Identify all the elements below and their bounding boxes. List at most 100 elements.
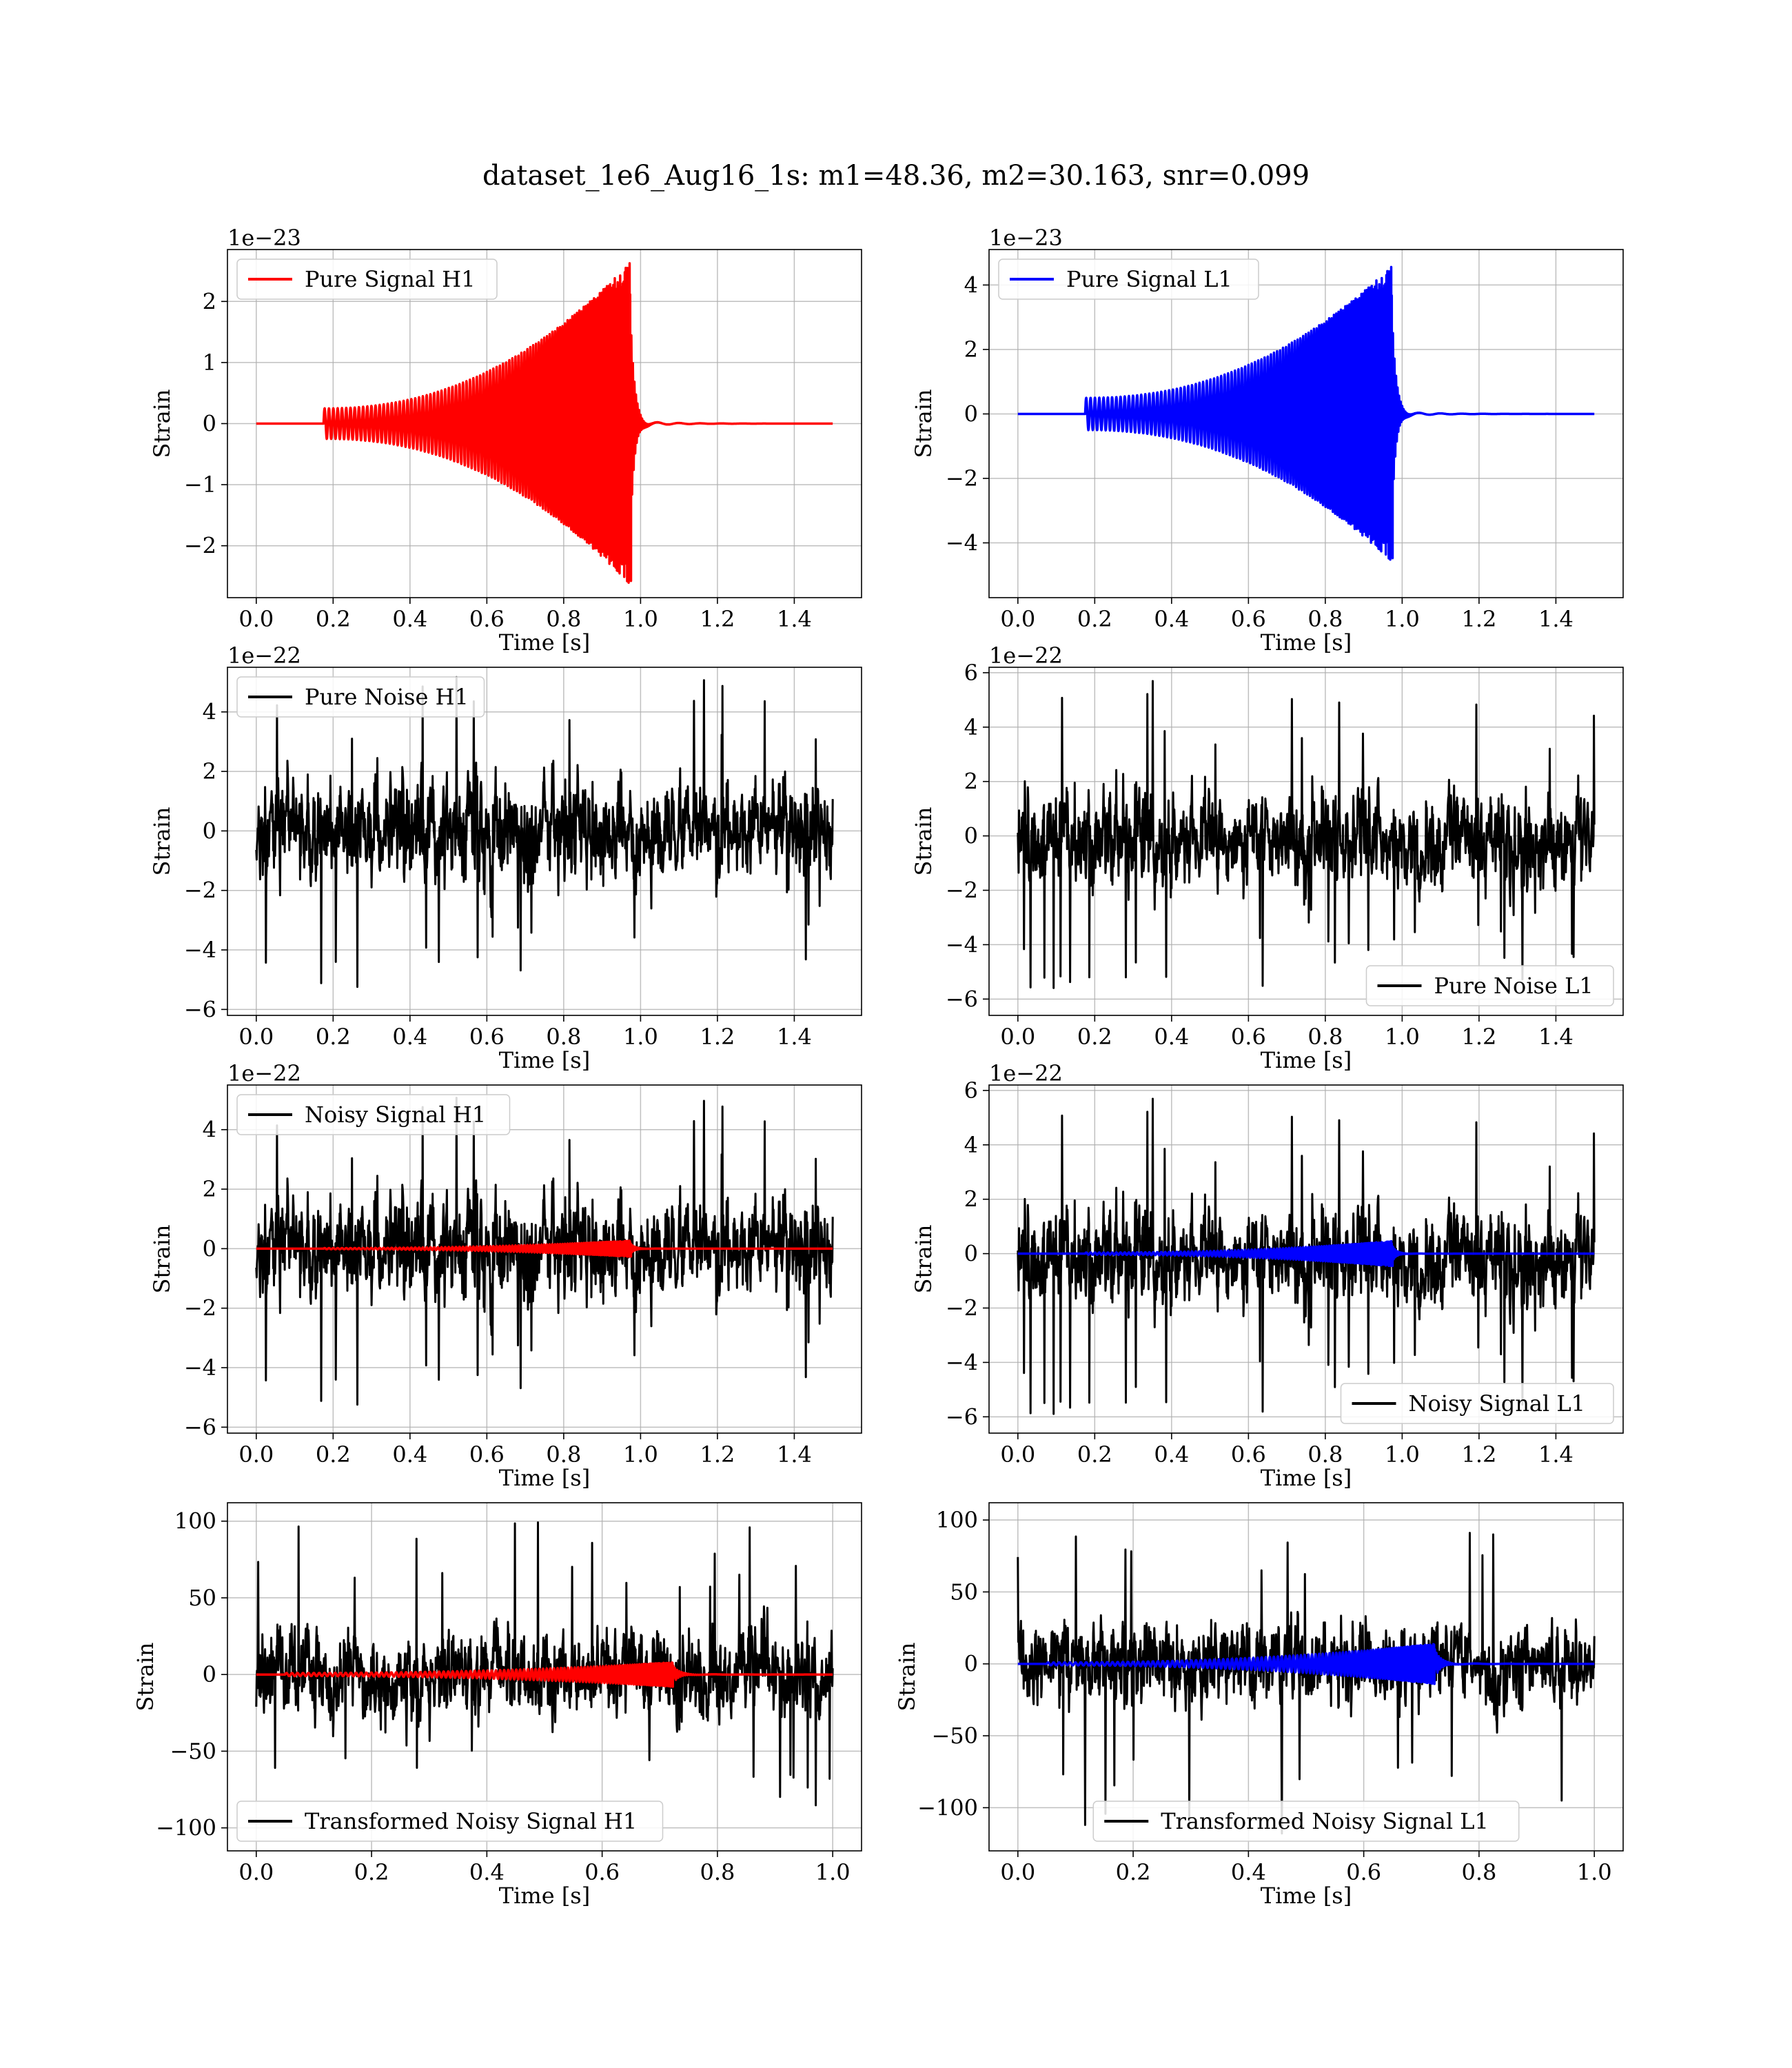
- y-axis-label: Strain: [910, 807, 937, 876]
- y-tick-label: −4: [946, 530, 978, 556]
- x-axis-label: Time [s]: [1261, 1047, 1352, 1073]
- x-tick-label: 1.4: [777, 1441, 812, 1468]
- y-tick-label: −2: [184, 1295, 216, 1321]
- x-tick-label: 0.0: [238, 1441, 274, 1468]
- x-tick-label: 0.0: [238, 1024, 274, 1050]
- y-tick-label: −6: [184, 996, 216, 1022]
- offset-label: 1e−22: [227, 1060, 301, 1086]
- y-tick-label: −2: [946, 1295, 978, 1321]
- x-tick-label: 0.0: [238, 1859, 274, 1885]
- y-tick-label: −2: [184, 533, 216, 559]
- y-tick-label: −100: [156, 1815, 216, 1841]
- noisy-signal-h1-series-0-line: [255, 1097, 834, 1406]
- noisy-signal-h1-series-1-line: [255, 1239, 834, 1258]
- x-tick-label: 0.6: [1231, 606, 1266, 632]
- y-axis-label: Strain: [894, 1643, 920, 1712]
- y-tick-label: 4: [964, 714, 978, 740]
- x-axis-label: Time [s]: [499, 1465, 590, 1491]
- y-tick-label: 50: [188, 1585, 216, 1611]
- x-tick-label: 1.2: [700, 1441, 735, 1468]
- x-tick-label: 0.8: [1307, 606, 1343, 632]
- x-tick-label: 1.2: [700, 1024, 735, 1050]
- x-tick-label: 0.8: [1307, 1441, 1343, 1468]
- offset-label: 1e−22: [989, 642, 1063, 669]
- legend-box: [1092, 1801, 1520, 1842]
- x-tick-label: 1.0: [815, 1859, 851, 1885]
- legend-label: Transformed Noisy Signal L1: [1161, 1808, 1489, 1834]
- transformed-noisy-signal-h1-panel: 0.0 0.2 0.4 0.6 0.8 1.0 −100 −50 0 50 100 Time [s] S…: [132, 1502, 862, 1909]
- legend-label: Noisy Signal L1: [1409, 1390, 1586, 1417]
- axes-frame: [988, 249, 1624, 598]
- x-tick-label: 1.0: [1577, 1859, 1612, 1885]
- x-tick-label: 0.8: [546, 606, 581, 632]
- y-tick-label: −2: [946, 465, 978, 491]
- x-tick-label: 0.6: [469, 1024, 505, 1050]
- y-tick-label: 1: [203, 349, 216, 376]
- y-tick-label: −6: [184, 1414, 216, 1440]
- subplot-grid: 0.0 0.2 0.4 0.6 0.8 1.0 1.2 1.4 −2 −1 0 1 2 Time [s] S…: [132, 225, 1624, 1909]
- y-tick-label: 0: [964, 1241, 978, 1267]
- y-tick-label: 100: [174, 1508, 216, 1534]
- y-tick-label: 2: [964, 336, 978, 363]
- x-axis-label: Time [s]: [499, 629, 590, 656]
- x-tick-label: 1.0: [1385, 606, 1420, 632]
- x-tick-label: 0.4: [392, 1441, 427, 1468]
- pure-signal-h1-series-0-line: [255, 262, 834, 584]
- x-tick-label: 1.4: [1538, 606, 1574, 632]
- x-tick-label: 1.0: [623, 606, 658, 632]
- legend-label: Pure Noise H1: [305, 684, 469, 710]
- axes-frame: [988, 667, 1624, 1016]
- noisy-signal-h1-panel: 0.0 0.2 0.4 0.6 0.8 1.0 1.2 1.4 −6 −4 −2 0 2 4 Time [s…: [149, 1060, 862, 1491]
- y-tick-label: −1: [184, 472, 216, 498]
- legend-box: [236, 1801, 664, 1842]
- x-tick-label: 0.6: [1231, 1024, 1266, 1050]
- y-tick-label: −4: [184, 937, 216, 963]
- x-tick-label: 0.6: [469, 1441, 505, 1468]
- y-axis-label: Strain: [132, 1643, 159, 1712]
- figure-title: dataset_1e6_Aug16_1s: m1=48.36, m2=30.16…: [482, 160, 1310, 192]
- x-axis-label: Time [s]: [1261, 1465, 1352, 1491]
- x-tick-label: 0.0: [238, 606, 274, 632]
- plot-area: [1017, 680, 1596, 989]
- noisy-signal-l1-series-1-line: [1017, 1239, 1596, 1268]
- plot-area: [255, 1097, 834, 1406]
- y-tick-label: 0: [203, 411, 216, 437]
- legend: Transformed Noisy Signal H1: [236, 1801, 664, 1842]
- pure-noise-l1-series-0-line: [1017, 680, 1596, 989]
- legend-box: [998, 258, 1259, 300]
- legend-label: Pure Signal H1: [305, 266, 476, 292]
- y-tick-label: 0: [203, 818, 216, 844]
- y-tick-label: 2: [203, 288, 216, 314]
- legend-box: [236, 1094, 511, 1135]
- x-tick-label: 1.2: [1461, 606, 1496, 632]
- plot-area: [1017, 265, 1596, 561]
- legend: Pure Signal L1: [998, 258, 1259, 300]
- y-tick-label: 6: [964, 660, 978, 686]
- legend: Transformed Noisy Signal L1: [1092, 1801, 1520, 1842]
- offset-label: 1e−22: [989, 1060, 1063, 1086]
- y-tick-label: 4: [964, 1132, 978, 1158]
- x-tick-label: 0.0: [1000, 1859, 1035, 1885]
- y-tick-label: 2: [964, 1186, 978, 1213]
- x-tick-label: 0.2: [316, 1024, 351, 1050]
- x-tick-label: 1.4: [1538, 1024, 1574, 1050]
- x-tick-label: 0.8: [546, 1024, 581, 1050]
- pure-signal-l1-series-0-line: [1017, 265, 1596, 561]
- x-tick-label: 0.2: [316, 606, 351, 632]
- legend-box: [1340, 1383, 1614, 1424]
- y-tick-label: 4: [964, 272, 978, 298]
- plot-area: [1017, 1532, 1596, 1835]
- x-tick-label: 1.0: [623, 1024, 658, 1050]
- x-tick-label: 0.6: [1231, 1441, 1266, 1468]
- x-tick-label: 0.6: [584, 1859, 620, 1885]
- legend-label: Pure Noise L1: [1434, 973, 1594, 999]
- x-tick-label: 1.2: [700, 606, 735, 632]
- legend-label: Noisy Signal H1: [305, 1102, 486, 1128]
- transformed-noisy-signal-l1-series-0-line: [1017, 1532, 1596, 1835]
- y-tick-label: 0: [203, 1661, 216, 1687]
- y-tick-label: −2: [946, 878, 978, 904]
- legend: Pure Noise L1: [1365, 965, 1614, 1006]
- y-tick-label: −100: [917, 1794, 978, 1821]
- x-tick-label: 0.4: [1154, 1024, 1189, 1050]
